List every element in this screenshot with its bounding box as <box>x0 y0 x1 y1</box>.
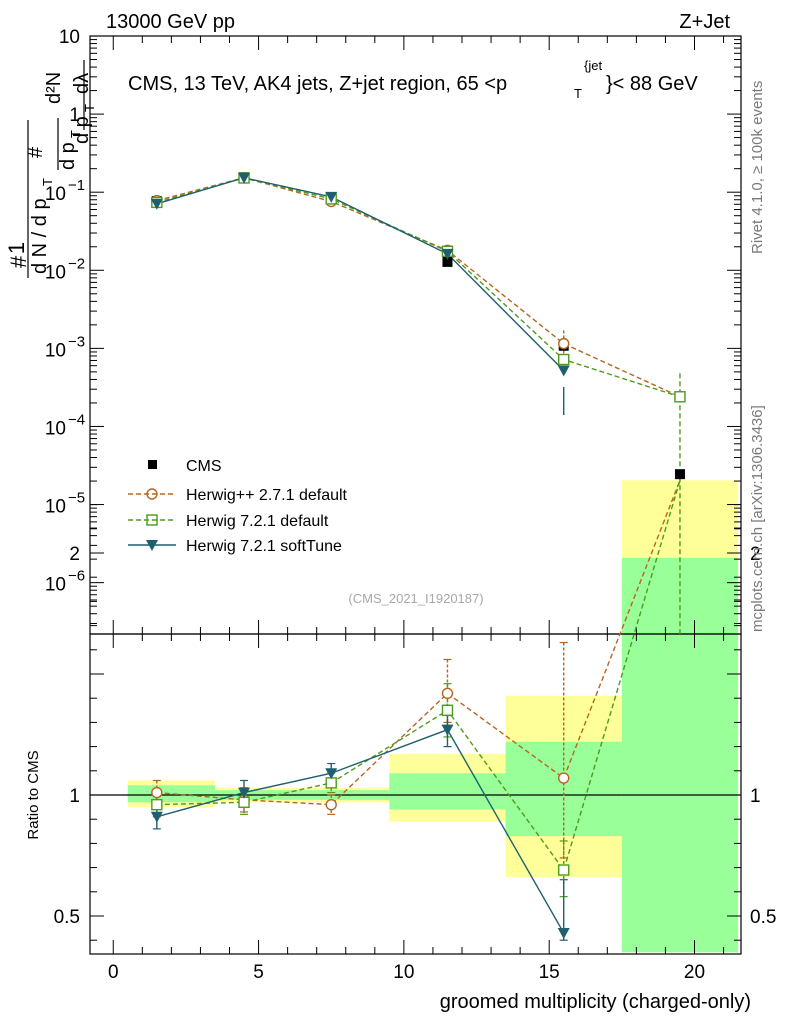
legend-cms-label: CMS <box>186 458 222 475</box>
legend-softtune-label: Herwig 7.2.1 softTune <box>186 538 342 555</box>
ratio-line-series-1 <box>156 480 681 806</box>
y-label-frac3-bot-sub: T <box>82 104 97 112</box>
main-point-s2-5 <box>674 391 686 403</box>
plot-title-sub: T <box>574 86 582 101</box>
main-point-s0-5 <box>674 469 685 480</box>
ratio-point-s2-4 <box>558 864 570 876</box>
ratio-band-green-2 <box>389 773 506 810</box>
ratio-band-green-0 <box>127 785 215 803</box>
plot-title-suffix: }< 88 GeV <box>606 73 698 95</box>
ratio-point-s3-1 <box>238 787 251 799</box>
y-tick-label-5: 10 <box>45 418 66 439</box>
y-label-frac3-bot: d p <box>71 116 93 144</box>
main-point-s3-0 <box>150 198 163 210</box>
y-tick-label-6: 10 <box>45 497 66 518</box>
ratio-point-s1-2 <box>325 798 337 811</box>
legend: CMS Herwig++ 2.7.1 default Herwig 7.2.1 … <box>128 458 348 555</box>
y-tick-exp-3: −2 <box>68 255 85 272</box>
legend-softtune-marker <box>146 540 158 551</box>
y-label-frac3-top: d²N <box>43 72 65 104</box>
legend-herwigpp-marker <box>146 488 158 500</box>
plot-title-sup: {jet <box>584 58 602 73</box>
ratio-tick-label-left-0: 2 <box>69 544 80 565</box>
ratio-plot-frame <box>89 633 742 955</box>
y-tick-exp-4: −3 <box>68 333 85 350</box>
ratio-point-s1-4 <box>558 772 570 784</box>
main-point-s3-4 <box>557 365 570 377</box>
y-label-hash: # <box>6 255 31 268</box>
plot-title: CMS, 13 TeV, AK4 jets, Z+jet region, 65 … <box>128 58 698 101</box>
ratio-point-s1-0 <box>151 786 163 799</box>
header-left: 13000 GeV pp <box>106 11 235 33</box>
y-tick-exp-7: −6 <box>68 568 85 585</box>
ratio-line-series-2 <box>156 480 681 872</box>
x-axis-label: groomed multiplicity (charged-only) <box>440 991 751 1013</box>
y-label-frac3-bot-end: dλ <box>71 73 93 94</box>
x-tick-label-0: 0 <box>108 962 119 983</box>
y-axis-label-main: # 1 d N / d p T # d p T d²N d p T dλ <box>4 60 97 278</box>
main-point-s0-3 <box>442 256 453 267</box>
x-tick-label-15: 15 <box>539 962 560 983</box>
ratio-point-s2-1 <box>238 796 250 808</box>
ratio-point-s1-3 <box>441 687 454 700</box>
legend-herwig721-marker <box>146 514 158 526</box>
y-label-frac2-bot-sub: T <box>68 130 83 138</box>
series-layer <box>150 172 686 941</box>
x-tick-label-5: 5 <box>253 962 264 983</box>
header-right: Z+Jet <box>679 11 730 33</box>
y-tick-exp-5: −4 <box>68 411 85 428</box>
legend-herwig721-label: Herwig 7.2.1 default <box>186 513 329 530</box>
main-point-s3-2 <box>325 191 338 203</box>
ratio-tick-label-right-4: 2 <box>750 544 761 565</box>
ratio-tick-label-left-2: 0.5 <box>54 907 80 928</box>
ratio-tick-label-left-1: 1 <box>69 786 80 807</box>
y-label-dn: d N / d p <box>29 198 51 274</box>
y-tick-exp-6: −5 <box>68 490 85 507</box>
y-label-frac2-bot: d p <box>57 142 79 170</box>
main-point-s1-4 <box>558 337 570 350</box>
analysis-watermark: (CMS_2021_I1920187) <box>348 591 483 606</box>
y-tick-exp-2: −1 <box>68 177 85 194</box>
y-tick-label-2: 10 <box>45 184 66 205</box>
y-tick-label-3: 10 <box>45 262 66 283</box>
x-tick-label-20: 20 <box>684 962 705 983</box>
main-line-series-1 <box>156 177 681 398</box>
y-tick-label-7: 10 <box>45 575 66 596</box>
main-point-s3-3 <box>441 248 454 260</box>
y-tick-label-4: 10 <box>45 340 66 361</box>
y-tick-label-1: 1 <box>69 105 80 126</box>
main-line-series-2 <box>156 177 681 398</box>
x-tick-label-10: 10 <box>393 962 414 983</box>
ratio-point-s3-0 <box>150 811 163 823</box>
y-label-dn-sub: T <box>40 178 55 186</box>
main-point-s3-1 <box>238 172 251 184</box>
ratio-point-s2-3 <box>441 704 454 716</box>
main-line-series-3 <box>156 177 565 372</box>
ratio-y-label: Ratio to CMS <box>25 750 42 839</box>
plot-title-prefix: CMS, 13 TeV, AK4 jets, Z+jet region, 65 … <box>128 73 507 95</box>
ratio-point-s3-3 <box>441 724 454 736</box>
ratio-point-s3-4 <box>557 927 570 939</box>
ratio-point-s2-0 <box>151 798 163 811</box>
legend-herwigpp-label: Herwig++ 2.7.1 default <box>186 487 348 504</box>
ratio-point-s2-2 <box>325 777 337 789</box>
legend-cms-marker <box>148 460 157 469</box>
main-point-s2-4 <box>558 353 570 366</box>
rivet-label: Rivet 4.1.0, ≥ 100k events <box>749 81 766 254</box>
ratio-tick-label-right-3: 1 <box>750 786 761 807</box>
y-tick-label-0: 10 <box>59 27 80 48</box>
mcplots-label: mcplots.cern.ch [arXiv:1306.3436] <box>749 405 766 632</box>
y-label-frac2-top: # <box>25 146 47 158</box>
y-label-one: 1 <box>4 242 29 254</box>
ratio-point-s3-2 <box>325 768 338 780</box>
ratio-tick-label-right-5: 0.5 <box>750 907 776 928</box>
